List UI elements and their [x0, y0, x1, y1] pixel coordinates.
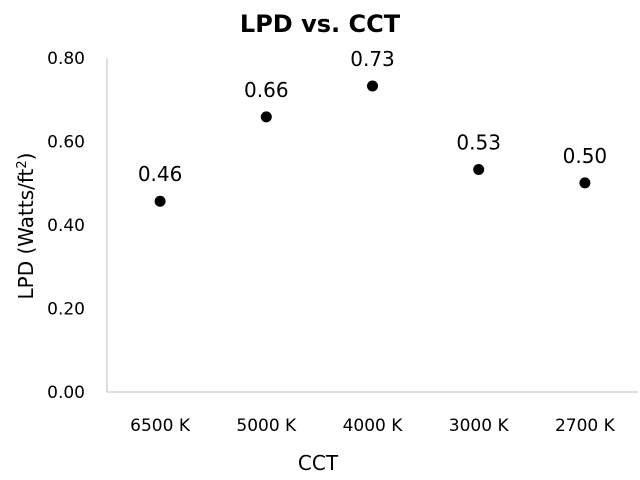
data-label: 0.66 [244, 78, 289, 102]
data-points [154, 80, 591, 207]
data-point [154, 195, 166, 207]
y-tick-label: 0.80 [47, 49, 85, 69]
data-label: 0.53 [456, 130, 501, 154]
chart-title: LPD vs. CCT [240, 10, 401, 38]
data-point [579, 177, 591, 189]
x-tick-label: 3000 K [449, 416, 510, 436]
data-point [260, 111, 272, 123]
y-tick-label: 0.60 [47, 133, 85, 153]
y-tick-label: 0.40 [47, 216, 85, 236]
x-tick-label: 6500 K [130, 416, 191, 436]
y-tick-labels: 0.00 0.20 0.40 0.60 0.80 [47, 49, 85, 403]
x-tick-labels: 6500 K 5000 K 4000 K 3000 K 2700 K [130, 416, 615, 436]
y-axis-label-superscript: 2 [15, 160, 30, 168]
x-axis-label: CCT [298, 451, 339, 475]
x-tick-label: 2700 K [555, 416, 616, 436]
x-tick-label: 5000 K [236, 416, 297, 436]
y-tick-label: 0.00 [47, 383, 85, 403]
data-point [473, 163, 485, 175]
data-labels: 0.46 0.66 0.73 0.53 0.50 [138, 47, 607, 186]
y-tick-label: 0.20 [47, 300, 85, 320]
data-point [367, 80, 378, 92]
y-axis-label: LPD (Watts/ft2) [14, 153, 38, 300]
data-label: 0.50 [563, 144, 608, 168]
y-axis-label-main: LPD (Watts/ft [14, 168, 38, 299]
data-label: 0.73 [350, 47, 395, 71]
y-axis-label-end: ) [14, 153, 38, 161]
data-label: 0.46 [138, 162, 183, 186]
x-tick-label: 4000 K [343, 416, 404, 436]
